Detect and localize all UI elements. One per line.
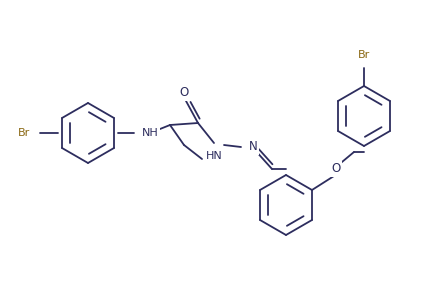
Text: HN: HN <box>205 151 223 161</box>
Text: NH: NH <box>142 128 159 138</box>
Text: O: O <box>180 86 189 100</box>
Text: O: O <box>332 162 341 175</box>
Text: Br: Br <box>358 50 370 60</box>
Text: N: N <box>249 141 258 153</box>
Text: Br: Br <box>18 128 30 138</box>
